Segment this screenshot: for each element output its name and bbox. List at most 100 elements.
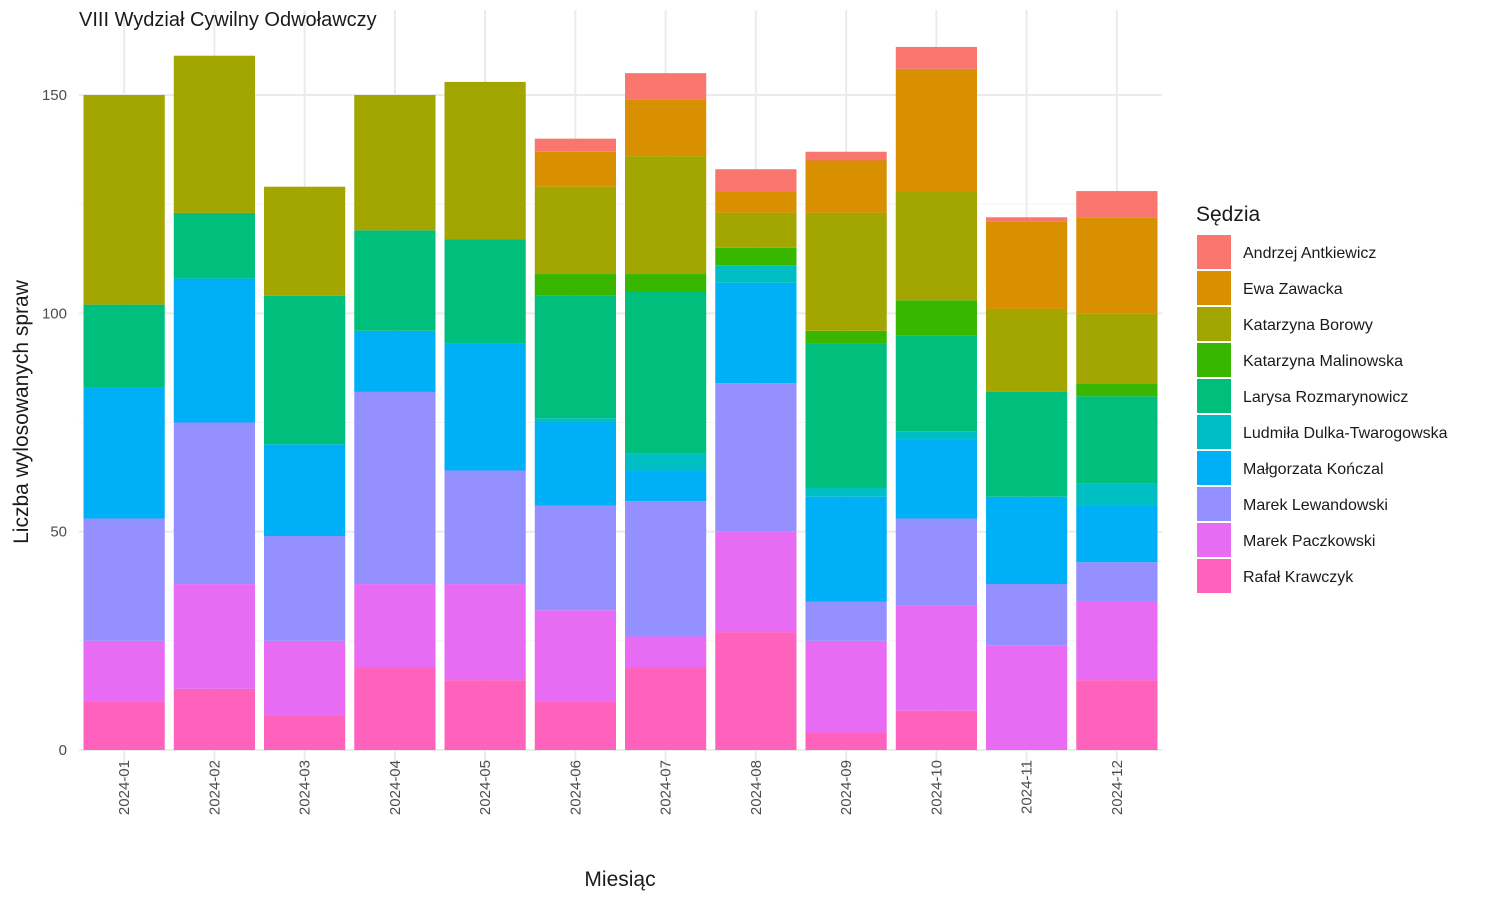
bar-segment [986,217,1068,222]
bar-segment [173,55,255,213]
legend-key [1197,415,1231,449]
legend-label: Katarzyna Borowy [1243,317,1373,334]
bar-segment [715,191,797,213]
x-axis: 2024-01 2024-02 2024-03 2024-04 2024-05 2024-… [116,760,1126,815]
legend-key [1197,559,1231,593]
bar-segment [805,160,887,213]
bar-segment [895,300,977,336]
legend-key [1197,307,1231,341]
bar-segment [83,518,165,641]
legend-label: Katarzyna Malinowska [1243,353,1403,370]
bar-segment [264,715,346,750]
bar-segment [895,518,977,606]
bar-segment [895,46,977,69]
bar-segment [264,536,346,641]
y-tick-label: 50 [50,524,67,541]
bar-segment [354,95,436,231]
bar-segment [264,295,346,445]
bar-segment [354,330,436,392]
bar-segment [354,667,436,750]
y-axis-title: Liczba wylosowanych spraw [10,279,33,544]
x-tick-label: 2024-01 [116,760,133,815]
bar-segment [83,640,165,702]
x-tick-label: 2024-11 [1019,760,1036,814]
bar-segment [715,282,797,384]
bar-segment [534,505,616,611]
bar-segment [444,470,526,585]
bar-segment [625,73,707,100]
bar-segment [264,640,346,716]
bar-segment [805,640,887,733]
bar-segment [805,601,887,641]
bar-segment [625,291,707,454]
bar-segment [625,99,707,157]
bar-segment [534,138,616,152]
bar-segment [354,230,436,331]
bars [83,46,1158,750]
bar-segment [83,304,165,388]
bar-segment [625,667,707,750]
bar-segment [1076,191,1158,218]
bar-segment [444,343,526,471]
legend-key [1197,235,1231,269]
bar-segment [534,295,616,419]
bar-segment [1076,483,1158,506]
bar-segment [173,584,255,689]
bar-segment [625,274,707,292]
bar-segment [895,191,977,301]
chart-title: VIII Wydział Cywilny Odwoławczy [79,9,377,31]
bar-segment [986,584,1068,646]
bar-segment [805,330,887,344]
bar-segment [625,453,707,471]
bar-segment [444,81,526,240]
bar-segment [1076,680,1158,750]
bar-segment [534,422,616,506]
x-axis-title: Miesiąc [584,868,655,891]
legend: Sędzia Andrzej Antkiewicz Ewa Zawacka Kata… [1196,203,1448,593]
legend-label: Małgorzata Kończal [1243,461,1384,478]
bar-segment [534,274,616,296]
bar-segment [83,701,165,750]
bar-segment [173,278,255,423]
bar-segment [625,501,707,637]
bar-segment [534,418,616,423]
bar-segment [715,265,797,283]
bar-segment [895,605,977,711]
bar-segment [1076,217,1158,314]
bar-segment [625,156,707,275]
legend-key [1197,487,1231,521]
bar-segment [715,247,797,266]
bar-segment [805,212,887,331]
bar-segment [534,701,616,750]
bar-segment [625,636,707,668]
bar-segment [1076,505,1158,563]
bar-segment [805,488,887,497]
x-tick-label: 2024-10 [928,760,945,815]
legend-label: Ewa Zawacka [1243,281,1343,298]
bar-segment [715,531,797,633]
x-tick-label: 2024-02 [206,760,223,815]
bar-segment [895,439,977,519]
legend-key [1197,451,1231,485]
bar-segment [354,584,436,668]
bar-segment [444,680,526,750]
bar-segment [715,212,797,248]
x-tick-label: 2024-06 [567,760,584,815]
bar-segment [173,688,255,750]
bar-segment [354,391,436,585]
y-tick-label: 100 [42,305,67,322]
bar-segment [986,645,1068,750]
bar-segment [895,710,977,750]
bar-segment [895,68,977,192]
bar-segment [986,221,1068,309]
legend-key [1197,343,1231,377]
legend-label: Marek Paczkowski [1243,533,1375,550]
bar-segment [534,610,616,702]
x-tick-label: 2024-09 [838,760,855,815]
bar-segment [805,151,887,161]
bar-segment [1076,313,1158,384]
bar-segment [1076,383,1158,397]
bar-segment [444,239,526,344]
